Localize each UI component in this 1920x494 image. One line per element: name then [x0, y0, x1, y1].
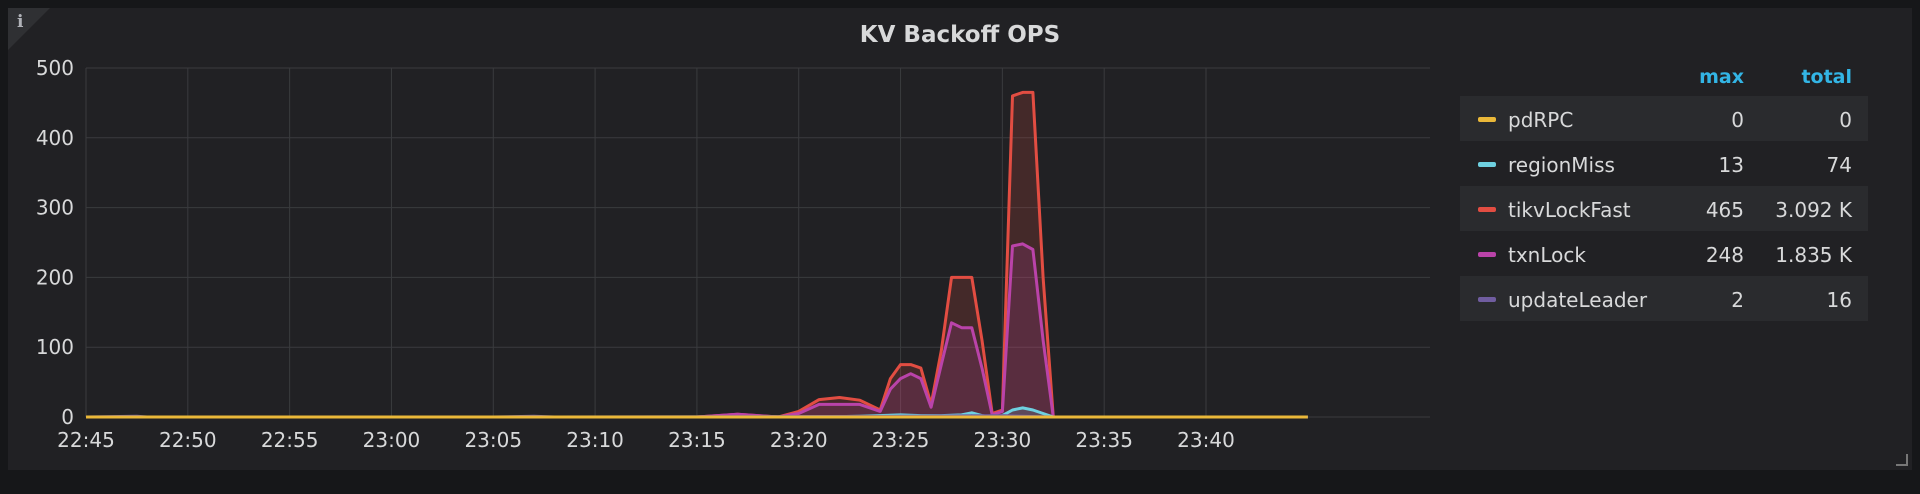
legend-total-value: 74: [1826, 153, 1852, 177]
series-swatch-icon: [1478, 252, 1496, 257]
x-tick-label: 22:45: [57, 428, 115, 452]
info-corner[interactable]: [8, 8, 50, 50]
series-swatch-icon: [1478, 207, 1496, 212]
legend-max-value: 248: [1705, 243, 1744, 267]
legend-total-value: 16: [1826, 288, 1852, 312]
resize-handle-icon[interactable]: [1896, 454, 1908, 466]
series-swatch-icon: [1478, 162, 1496, 167]
legend-row-regionmiss[interactable]: regionMiss 13 74: [1460, 141, 1868, 186]
legend: max total pdRPC 0 0 regionMiss 13 74 tik…: [1460, 60, 1868, 321]
x-tick-label: 23:00: [363, 428, 421, 452]
legend-total-value: 1.835 K: [1775, 243, 1852, 267]
x-tick-label: 23:05: [464, 428, 522, 452]
panel-title[interactable]: KV Backoff OPS: [859, 22, 1061, 48]
legend-series-name[interactable]: updateLeader: [1508, 288, 1648, 312]
legend-max-value: 2: [1731, 288, 1744, 312]
legend-max-value: 13: [1718, 153, 1744, 177]
x-tick-label: 23:10: [566, 428, 624, 452]
x-tick-label: 23:30: [974, 428, 1032, 452]
x-tick-label: 23:25: [872, 428, 930, 452]
y-tick-label: 200: [36, 265, 74, 289]
legend-max-value: 0: [1731, 108, 1744, 132]
legend-max-value: 465: [1705, 198, 1744, 222]
x-tick-label: 22:50: [159, 428, 217, 452]
legend-total-value: 0: [1839, 108, 1852, 132]
x-tick-label: 23:40: [1177, 428, 1235, 452]
legend-col-max[interactable]: max: [1699, 66, 1744, 88]
x-tick-label: 23:15: [668, 428, 726, 452]
y-tick-label: 100: [36, 335, 74, 359]
legend-total-value: 3.092 K: [1775, 198, 1852, 222]
legend-series-name[interactable]: regionMiss: [1508, 153, 1615, 177]
info-icon[interactable]: i: [17, 12, 24, 32]
y-tick-label: 0: [61, 405, 74, 429]
legend-series-name[interactable]: txnLock: [1508, 243, 1586, 267]
chart-panel: i KV Backoff OPS: [8, 8, 1912, 470]
legend-header: max total: [1460, 60, 1868, 96]
legend-col-total[interactable]: total: [1801, 66, 1852, 88]
x-tick-label: 23:20: [770, 428, 828, 452]
y-tick-label: 300: [36, 196, 74, 220]
series-swatch-icon: [1478, 117, 1496, 122]
legend-row-updateleader[interactable]: updateLeader 2 16: [1460, 276, 1868, 321]
y-tick-label: 400: [36, 126, 74, 150]
x-tick-label: 23:35: [1075, 428, 1133, 452]
legend-row-tikvlockfast[interactable]: tikvLockFast 465 3.092 K: [1460, 186, 1868, 231]
series-swatch-icon: [1478, 297, 1496, 302]
y-tick-label: 500: [36, 56, 74, 80]
legend-series-name[interactable]: pdRPC: [1508, 108, 1574, 132]
x-tick-label: 22:55: [261, 428, 319, 452]
chart-plot[interactable]: 0 100 200 300 400 500 22:45 22:50 22:55 23:00 23:0…: [0, 0, 1440, 470]
legend-row-txnlock[interactable]: txnLock 248 1.835 K: [1460, 231, 1868, 276]
legend-series-name[interactable]: tikvLockFast: [1508, 198, 1631, 222]
legend-row-pdrpc[interactable]: pdRPC 0 0: [1460, 96, 1868, 141]
